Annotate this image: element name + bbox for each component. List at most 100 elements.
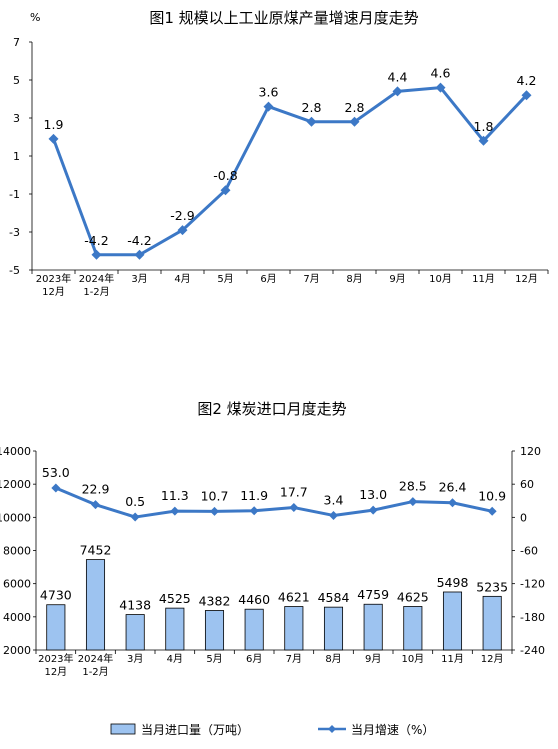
chart1-data-point xyxy=(48,133,59,144)
chart2-bar-label: 4730 xyxy=(40,588,72,603)
chart1-data-label: 2.8 xyxy=(345,100,365,115)
chart1-data-label: 2.8 xyxy=(302,100,322,115)
chart2-bar-label: 4621 xyxy=(278,590,310,605)
chart2-bar xyxy=(244,608,264,651)
legend-line-label: 当月增速（%） xyxy=(351,723,434,737)
chart2-x-tick-label: 9月 xyxy=(365,653,381,665)
chart2-bar xyxy=(323,606,344,651)
chart2-growth-point xyxy=(448,498,457,508)
chart2-growth-label: 17.7 xyxy=(280,485,308,500)
chart1-data-label: 3.6 xyxy=(259,85,279,100)
chart2-growth-point xyxy=(91,500,100,510)
chart2-growth-label: 22.9 xyxy=(82,482,110,497)
chart2-bar-label: 4625 xyxy=(397,589,429,604)
chart1-x-tick-label: 2024年 1-2月 xyxy=(79,272,114,298)
chart2-right-tick-label: -120 xyxy=(520,578,545,591)
chart2-bar-label: 4460 xyxy=(238,592,270,607)
chart2: 14000 12000 10000 8000 6000 4000 2000 120 60 0 -60… xyxy=(0,445,545,678)
chart2-bar-label: 4525 xyxy=(159,591,191,606)
chart2-right-tick-label: -240 xyxy=(520,644,545,657)
chart1-data-point xyxy=(306,116,317,127)
chart1-data-label: -4.2 xyxy=(127,233,151,248)
chart2-right-tick-label: 120 xyxy=(520,445,541,458)
chart1-x-tick-label: 2023年 12月 xyxy=(36,272,71,298)
chart1-x-tick-label: 3月 xyxy=(131,273,147,285)
chart1: 7 5 3 1 -1 -3 -5 2023年 12月 2024年 1-2月 3月 4月 5月 6月 7月 8月 9… xyxy=(9,36,549,298)
chart1-data-point xyxy=(177,225,188,236)
chart1-data-point xyxy=(134,249,145,260)
chart2-growth-point xyxy=(210,506,219,516)
chart2-x-tick-label: 11月 xyxy=(441,653,464,665)
chart2-bar-label: 4382 xyxy=(199,593,231,608)
chart1-y-tick-label: 7 xyxy=(13,36,20,49)
chart1-y-tick-label: 1 xyxy=(13,150,20,163)
chart2-bar-label: 4584 xyxy=(318,590,350,605)
chart1-x-tick-label: 11月 xyxy=(472,273,495,285)
chart2-growth-label: 0.5 xyxy=(125,494,145,509)
chart2-left-tick-label: 2000 xyxy=(3,644,31,657)
chart2-growth-label: 26.4 xyxy=(439,480,467,495)
chart2-right-tick-label: 0 xyxy=(520,511,527,524)
chart2-growth-label: 3.4 xyxy=(324,492,344,507)
chart1-x-tick-label: 10月 xyxy=(429,273,452,285)
chart2-growth-label: 11.9 xyxy=(240,488,268,503)
chart2-growth-point xyxy=(170,506,180,516)
chart2-growth-label: 10.7 xyxy=(201,488,229,503)
chart1-data-point xyxy=(263,101,274,112)
chart2-growth-point xyxy=(130,512,140,522)
chart2-left-tick-label: 6000 xyxy=(3,578,31,591)
chart1-title: 图1 规模以上工业原煤产量增速月度走势 xyxy=(149,9,418,27)
chart1-x-tick-label: 8月 xyxy=(346,273,362,285)
chart2-x-tick-label: 2024年 1-2月 xyxy=(78,652,113,678)
chart1-y-tick-label: 5 xyxy=(13,74,20,87)
chart2-growth-point xyxy=(289,503,299,513)
chart2-bar xyxy=(85,559,106,651)
chart1-x-tick-label: 4月 xyxy=(174,273,190,285)
chart2-left-tick-label: 12000 xyxy=(0,478,31,491)
chart2-growth-point xyxy=(249,506,259,516)
chart2-bar-label: 4759 xyxy=(357,587,389,602)
chart2-left-tick-label: 4000 xyxy=(3,611,31,624)
chart2-x-tick-label: 5月 xyxy=(206,653,222,665)
chart1-data-label: 4.4 xyxy=(388,69,408,84)
chart1-y-tick-label: -1 xyxy=(9,188,20,201)
chart2-growth-point xyxy=(408,497,418,507)
chart2-growth-label: 10.9 xyxy=(478,488,506,503)
chart1-y-tick-label: -3 xyxy=(9,226,20,239)
chart2-x-tick-label: 8月 xyxy=(325,653,341,665)
chart2-left-tick-label: 8000 xyxy=(3,545,31,558)
legend-bar-swatch xyxy=(110,723,136,735)
chart2-bar-label: 5498 xyxy=(437,575,469,590)
chart2-bar xyxy=(482,595,502,651)
chart2-bar-label: 4138 xyxy=(119,598,151,613)
chart2-x-tick-label: 4月 xyxy=(167,653,183,665)
chart1-y-tick-label: 3 xyxy=(13,112,20,125)
chart1-data-label: 1.9 xyxy=(44,117,64,132)
chart1-data-label: 4.2 xyxy=(517,73,537,88)
chart2-bar-label: 5235 xyxy=(476,579,508,594)
chart2-left-tick-label: 14000 xyxy=(0,445,31,458)
chart1-data-point xyxy=(349,116,360,127)
chart1-data-label: -2.9 xyxy=(170,208,194,223)
chart1-data-label: 1.8 xyxy=(474,119,494,134)
chart2-growth-point xyxy=(368,505,378,515)
chart1-x-tick-label: 12月 xyxy=(515,273,538,285)
chart2-growth-point xyxy=(51,483,61,493)
legend-line-marker xyxy=(328,725,336,733)
chart1-data-point xyxy=(435,82,446,93)
chart1-data-point xyxy=(521,90,532,101)
chart2-x-tick-label: 6月 xyxy=(246,653,262,665)
chart2-left-tick-label: 10000 xyxy=(0,511,31,524)
chart1-y-tick-label: -5 xyxy=(9,264,20,277)
chart1-data-point xyxy=(220,185,231,196)
chart2-growth-label: 28.5 xyxy=(399,479,427,494)
chart1-y-unit: % xyxy=(30,11,40,24)
chart2-bar xyxy=(403,606,423,651)
chart2-title: 图2 煤炭进口月度走势 xyxy=(197,400,346,418)
chart2-right-tick-label: -180 xyxy=(520,611,545,624)
chart1-x-tick-label: 6月 xyxy=(260,273,276,285)
chart1-x-tick-label: 9月 xyxy=(389,273,405,285)
legend-bar-label: 当月进口量（万吨） xyxy=(141,723,249,737)
chart2-right-tick-label: 60 xyxy=(520,478,534,491)
